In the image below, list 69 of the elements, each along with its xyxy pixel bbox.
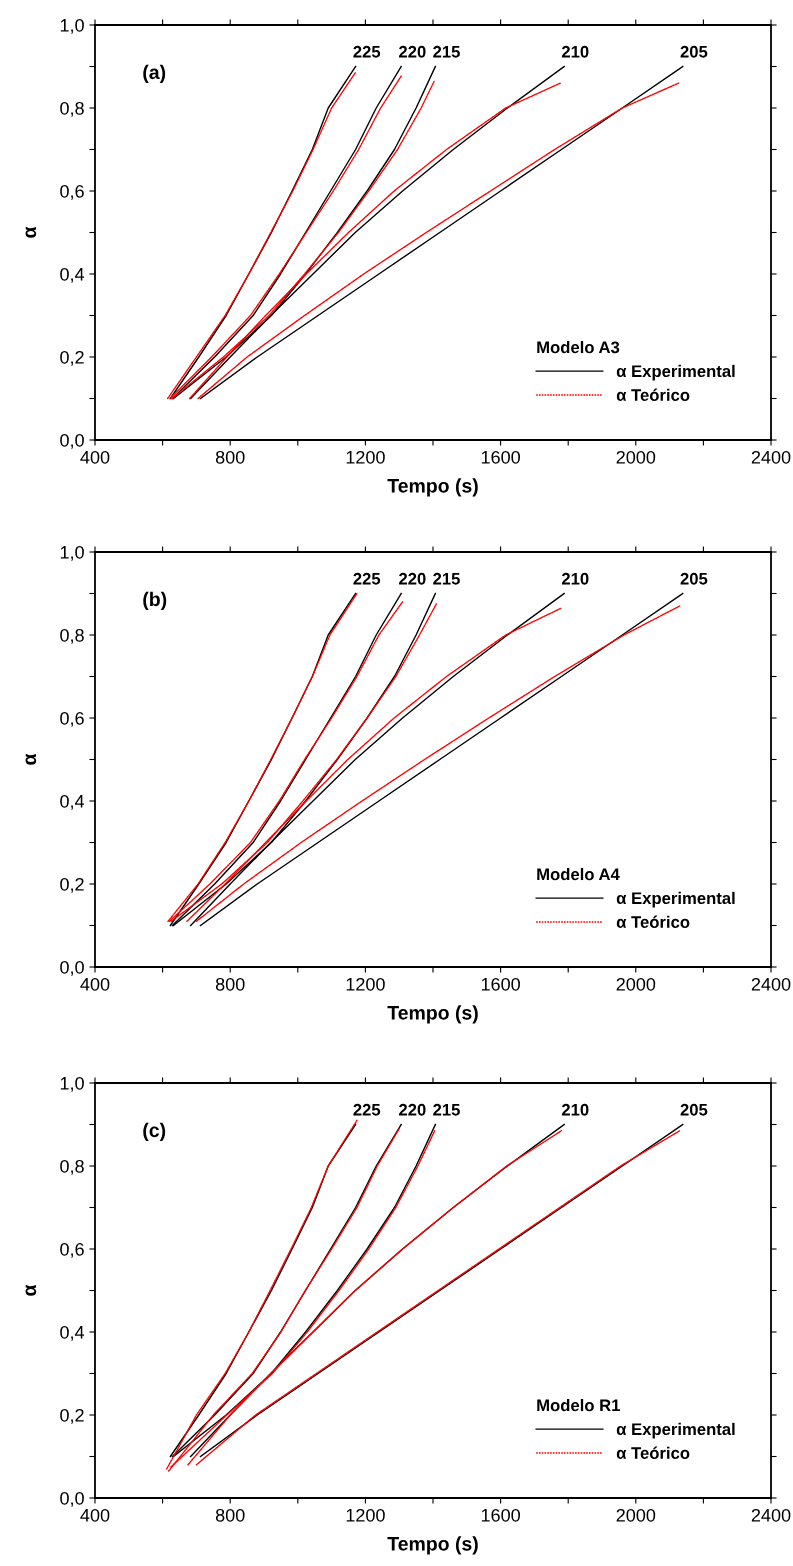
x-tick-label: 400 xyxy=(80,450,110,464)
y-axis-title: α xyxy=(25,226,37,238)
x-tick-label: 1600 xyxy=(481,1508,520,1522)
x-tick-label: 1600 xyxy=(481,450,520,464)
annotation: 215 xyxy=(433,572,460,585)
x-tick-label: 2000 xyxy=(616,1508,656,1522)
legend-title: Modelo A3 xyxy=(537,340,620,354)
y-tick-label: 1,0 xyxy=(60,1076,84,1092)
y-tick-label: 0,8 xyxy=(60,101,84,117)
x-tick-label: 2400 xyxy=(751,1508,791,1522)
x-tick-label: 2000 xyxy=(616,450,656,464)
annotation: 225 xyxy=(353,45,381,58)
x-tick-label: 1200 xyxy=(346,450,385,464)
y-axis-title: α xyxy=(25,753,37,765)
y-tick-label: 0,6 xyxy=(60,1242,84,1258)
x-tick-label: 800 xyxy=(215,977,245,991)
y-axis-title: α xyxy=(25,1284,37,1296)
annotation: 225 xyxy=(353,1103,381,1116)
annotation: (b) xyxy=(143,591,167,610)
y-tick-label: 0,4 xyxy=(60,794,85,810)
annotation: 225 xyxy=(353,572,381,585)
annotation: 210 xyxy=(561,1103,589,1116)
legend-label: α Teórico xyxy=(616,915,690,928)
y-tick-label: 0,4 xyxy=(60,267,85,283)
annotation: 220 xyxy=(399,572,426,585)
y-tick-label: 0,6 xyxy=(60,711,84,727)
annotation: 205 xyxy=(680,1103,708,1116)
legend-title: Modelo R1 xyxy=(537,1398,620,1412)
y-tick-label: 0,8 xyxy=(60,628,84,644)
x-tick-label: 1200 xyxy=(346,977,385,991)
annotation: 205 xyxy=(680,572,708,585)
annotation: (a) xyxy=(143,64,166,83)
y-tick-label: 1,0 xyxy=(60,545,84,561)
x-tick-label: 800 xyxy=(215,1508,245,1522)
legend-title: Modelo A4 xyxy=(537,867,620,881)
x-axis-title: Tempo (s) xyxy=(387,478,478,497)
annotation: 220 xyxy=(399,1103,426,1116)
y-tick-label: 1,0 xyxy=(60,18,84,34)
annotation: 215 xyxy=(433,45,460,58)
y-tick-label: 0,2 xyxy=(60,877,84,893)
x-tick-label: 2400 xyxy=(751,450,791,464)
legend-label: α Experimental xyxy=(616,1422,735,1439)
x-axis-title: Tempo (s) xyxy=(387,1536,478,1555)
x-tick-label: 1200 xyxy=(346,1508,385,1522)
x-tick-label: 400 xyxy=(80,977,110,991)
annotation: 210 xyxy=(561,572,589,585)
y-tick-label: 0,0 xyxy=(60,960,84,976)
x-tick-label: 1600 xyxy=(481,977,520,991)
x-axis-title: Tempo (s) xyxy=(387,1005,478,1024)
legend-label: α Experimental xyxy=(616,364,735,381)
y-tick-label: 0,0 xyxy=(60,433,84,449)
annotation: 210 xyxy=(561,45,589,58)
x-tick-label: 400 xyxy=(80,1508,110,1522)
y-tick-label: 0,6 xyxy=(60,184,84,200)
annotation: (c) xyxy=(143,1122,166,1141)
y-tick-label: 0,4 xyxy=(60,1325,85,1341)
x-tick-label: 2400 xyxy=(751,977,791,991)
y-tick-label: 0,2 xyxy=(60,1408,84,1424)
x-tick-label: 800 xyxy=(215,450,245,464)
legend-label: α Experimental xyxy=(616,891,735,908)
y-tick-label: 0,2 xyxy=(60,350,84,366)
y-tick-label: 0,8 xyxy=(60,1159,84,1175)
legend-label: α Teórico xyxy=(616,1446,690,1459)
annotation: 205 xyxy=(680,45,708,58)
legend-label: α Teórico xyxy=(616,388,690,401)
y-tick-label: 0,0 xyxy=(60,1491,84,1507)
annotation: 220 xyxy=(399,45,426,58)
x-tick-label: 2000 xyxy=(616,977,656,991)
annotation: 215 xyxy=(433,1103,460,1116)
